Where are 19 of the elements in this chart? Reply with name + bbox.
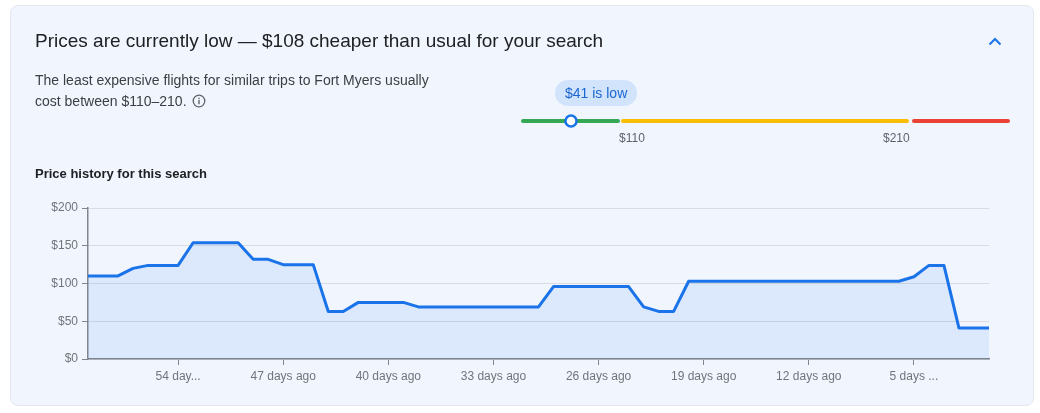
text: $210	[883, 131, 910, 145]
x-tick-label: 5 days ...	[889, 368, 939, 383]
y-tick-label: $100	[51, 275, 79, 290]
text: The least expensive flights for similar trips to Fort Myers usually cost between $110–210.	[35, 71, 430, 111]
x-tick-label: 26 days ago	[565, 368, 632, 383]
x-tick-label: 40 days ago	[355, 368, 422, 383]
x-tick-label: 47 days ago	[250, 368, 317, 383]
text: Prices are currently low — $108 cheaper than usual for your search	[35, 30, 604, 52]
y-tick-label: $150	[51, 238, 79, 253]
text: $41 is low	[555, 80, 638, 106]
x-tick-label: 12 days ago	[776, 368, 842, 383]
y-tick-label: $0	[64, 351, 79, 366]
chart-title: Price history for this search	[35, 166, 207, 181]
x-tick-label: 19 days ago	[670, 368, 737, 383]
y-tick-label: $200	[51, 200, 79, 215]
x-tick-label: 54 day...	[155, 368, 201, 383]
y-tick-label: $50	[57, 313, 79, 328]
x-tick-label: 33 days ago	[460, 368, 527, 383]
text: $110	[619, 131, 645, 145]
